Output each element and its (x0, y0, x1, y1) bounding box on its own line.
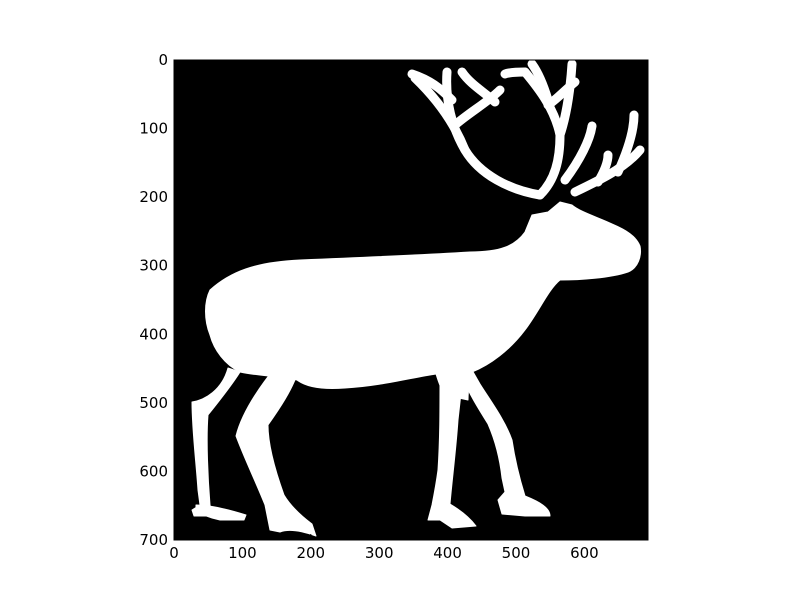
x-tick-label: 300 (365, 544, 394, 562)
x-tick-label: 500 (502, 544, 531, 562)
y-tick-label: 600 (139, 462, 168, 480)
y-axis: 0 100 200 300 400 500 600 700 (139, 51, 180, 549)
reindeer-body (205, 201, 641, 401)
y-tick-label: 700 (139, 531, 168, 549)
y-tick-label: 300 (139, 257, 168, 275)
x-tick-label: 200 (296, 544, 325, 562)
x-tick-label: 400 (433, 544, 462, 562)
x-axis: 0 100 200 300 400 500 600 (169, 534, 599, 562)
y-tick-label: 500 (139, 394, 168, 412)
y-tick-label: 0 (158, 51, 168, 69)
x-tick-label: 600 (570, 544, 599, 562)
x-tick-label: 0 (169, 544, 179, 562)
legs (191, 367, 551, 537)
axes-frame (173, 59, 649, 541)
y-tick-label: 400 (139, 325, 168, 343)
reindeer-silhouette (191, 59, 645, 537)
antlers (407, 59, 645, 200)
y-tick-label: 200 (139, 188, 168, 206)
x-tick-label: 100 (228, 544, 257, 562)
y-tick-label: 100 (139, 120, 168, 138)
